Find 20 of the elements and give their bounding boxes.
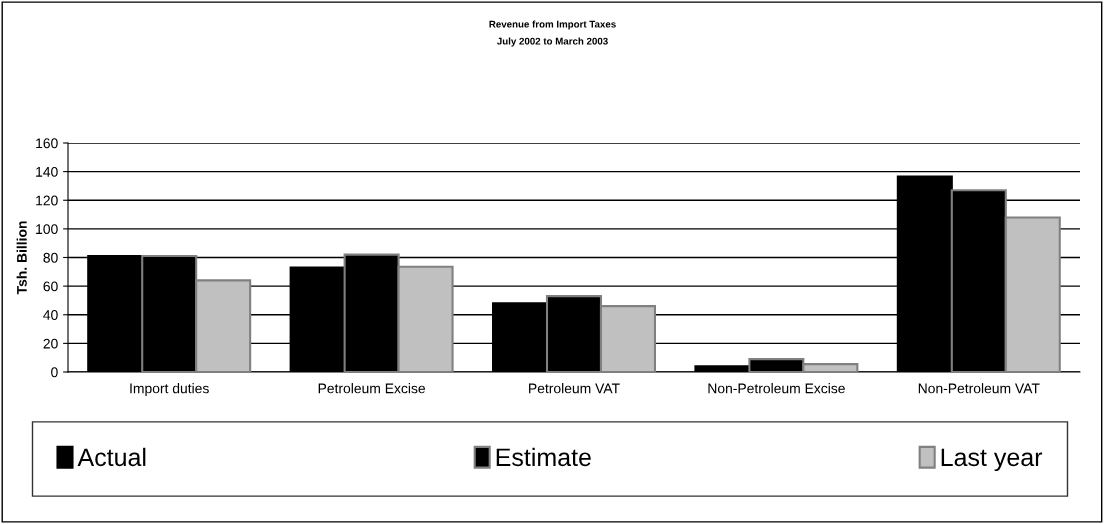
y-tick-label: 140 — [36, 166, 58, 177]
y-tick-label: 100 — [36, 224, 58, 235]
x-tick-label: Petroleum VAT — [529, 383, 620, 394]
x-tick-label: Non-Petroleum VAT — [918, 383, 1040, 394]
y-tick-label: 0 — [51, 367, 58, 378]
x-tick-label: Petroleum Excise — [318, 383, 426, 394]
x-tick-label: Import duties — [130, 383, 209, 397]
y-tick-label: 160 — [36, 138, 58, 149]
legend-label: Last year — [941, 448, 1043, 472]
x-tick-label: Non-Petroleum Excise — [708, 383, 845, 394]
y-tick-label: 60 — [43, 281, 58, 292]
y-tick-label: 20 — [43, 338, 58, 349]
y-tick-label: 80 — [43, 252, 58, 263]
chart-subtitle: July 2002 to March 2003 — [496, 37, 608, 47]
legend-label: Estimate — [496, 447, 591, 467]
y-axis-title: Tsh. Billion — [16, 221, 27, 295]
chart-title: Revenue from Import Taxes — [489, 20, 616, 30]
y-tick-label: 40 — [43, 310, 58, 320]
legend-label: Actual — [77, 447, 146, 467]
y-tick-label: 120 — [36, 195, 58, 206]
